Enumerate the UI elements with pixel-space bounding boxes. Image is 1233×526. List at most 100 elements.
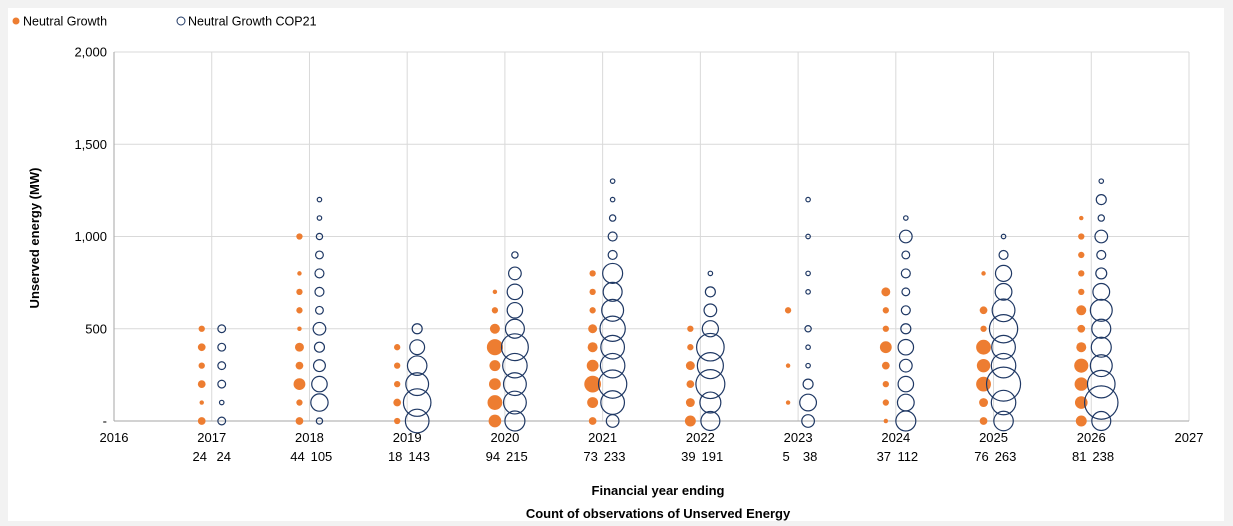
chart-area: Neutral Growth Neutral Growth COP21 - 500… [8,8,1224,521]
bubble-neutral-growth-cop21 [217,324,227,334]
bubble-neutral-growth-cop21 [607,249,618,261]
x-tick-label: 2019 [393,430,422,445]
count-neutral-growth: 94 [486,449,500,464]
bubble-neutral-growth-cop21 [609,178,616,184]
count-neutral-growth: 39 [681,449,695,464]
bubble-neutral-growth [198,325,205,332]
bubble-neutral-growth-cop21 [902,215,909,221]
count-neutral-growth-cop21: 233 [604,449,626,464]
bubble-neutral-growth-cop21 [406,355,428,376]
bubble-neutral-growth [684,415,696,427]
bubble-neutral-growth-cop21 [1000,233,1007,240]
bubble-neutral-growth-cop21 [990,389,1017,416]
bubble-neutral-growth-cop21 [988,314,1019,344]
bubble-neutral-growth-cop21 [900,323,912,335]
bubble-neutral-growth-cop21 [599,315,626,342]
count-neutral-growth-cop21: 24 [216,449,230,464]
bubble-neutral-growth [588,417,597,425]
bubble-neutral-growth-cop21 [1095,267,1108,280]
bubble-neutral-growth [488,414,502,428]
count-neutral-growth-cop21: 105 [311,449,333,464]
bubble-neutral-growth-cop21 [801,414,816,428]
bubble-neutral-growth [979,306,988,315]
bubble-neutral-growth-cop21 [602,262,624,284]
bubble-neutral-growth [294,342,304,352]
bubble-neutral-growth [882,325,889,332]
x-axis-sublabel: Count of observations of Unserved Energy [526,506,791,521]
legend-label-neutral-growth: Neutral Growth [23,15,107,29]
bubble-neutral-growth [296,307,303,314]
bubble-neutral-growth-cop21 [1090,336,1112,358]
bubble-neutral-growth-cop21 [994,264,1013,283]
bubble-neutral-growth [979,417,988,425]
bubble-neutral-growth [197,380,206,388]
x-tick-label: 2017 [197,430,226,445]
bubble-neutral-growth [979,398,989,408]
count-neutral-growth: 24 [192,449,206,464]
bubble-neutral-growth-cop21 [312,359,326,373]
x-tick-label: 2018 [295,430,324,445]
legend-marker-neutral-growth-cop21 [176,16,186,26]
bubble-neutral-growth [587,397,599,409]
bubble-neutral-growth-cop21 [1096,249,1107,261]
bubble-neutral-growth [586,359,599,372]
bubble-neutral-growth-cop21 [898,358,913,373]
bubble-neutral-growth [296,233,303,240]
bubble-neutral-growth [589,270,596,277]
bubble-neutral-growth-cop21 [314,305,324,315]
bubble-neutral-growth [197,417,206,425]
bubble-neutral-growth [882,307,889,314]
x-tick-label: 2027 [1175,430,1204,445]
bubble-neutral-growth-cop21 [799,393,818,412]
bubble-neutral-growth [883,418,889,424]
count-neutral-growth: 44 [290,449,304,464]
bubble-neutral-growth [489,323,500,334]
count-neutral-growth-cop21: 143 [408,449,430,464]
y-tick-label: 1,500 [74,137,107,152]
bubble-neutral-growth-cop21 [500,333,529,362]
bubble-neutral-growth-cop21 [1089,354,1113,378]
count-neutral-growth-cop21: 191 [702,449,724,464]
bubble-neutral-growth-cop21 [502,352,528,379]
bubble-neutral-growth-cop21 [897,338,915,356]
bubble-neutral-growth-cop21 [991,298,1016,323]
bubble-neutral-growth-cop21 [409,339,426,356]
bubble-neutral-growth-cop21 [316,196,323,203]
bubble-neutral-growth-cop21 [217,416,227,426]
bubble-neutral-growth-cop21 [805,196,811,203]
bubble-neutral-growth [589,307,596,314]
bubble-neutral-growth [293,378,306,391]
bubble-neutral-growth-cop21 [703,303,718,318]
bubble-neutral-growth [487,395,503,410]
count-neutral-growth-cop21: 238 [1092,449,1114,464]
bubble-neutral-growth-cop21 [601,298,625,322]
bubble-neutral-growth [882,380,889,388]
bubble-neutral-growth-cop21 [1083,385,1119,420]
bubble-neutral-growth [1079,215,1084,221]
bubble-neutral-growth-cop21 [316,215,323,221]
legend-marker-neutral-growth [12,17,20,25]
bubble-neutral-growth-cop21 [506,301,524,319]
bubble-neutral-growth [295,417,304,425]
count-neutral-growth: 18 [388,449,402,464]
bubble-neutral-growth [881,361,890,370]
bubble-neutral-growth [976,358,991,373]
bubble-neutral-growth-cop21 [898,229,913,244]
bubble-neutral-growth-cop21 [993,410,1014,432]
bubble-neutral-growth-cop21 [991,334,1016,360]
bubble-neutral-growth [976,339,991,355]
bubble-neutral-growth [881,287,891,297]
x-tick-label: 2020 [490,430,519,445]
bubble-neutral-growth-cop21 [608,214,617,222]
bubbles [197,178,1119,434]
bubble-neutral-growth [1076,305,1087,316]
bubble-neutral-growth [492,289,498,295]
bubble-neutral-growth-cop21 [609,196,616,203]
legend-label-neutral-growth-cop21: Neutral Growth COP21 [188,15,317,29]
bubble-neutral-growth-cop21 [901,287,911,297]
bubble-neutral-growth [296,399,303,406]
bubble-neutral-growth-cop21 [218,399,225,406]
count-neutral-growth: 76 [974,449,988,464]
count-neutral-growth: 73 [583,449,597,464]
bubble-neutral-growth [394,362,401,369]
